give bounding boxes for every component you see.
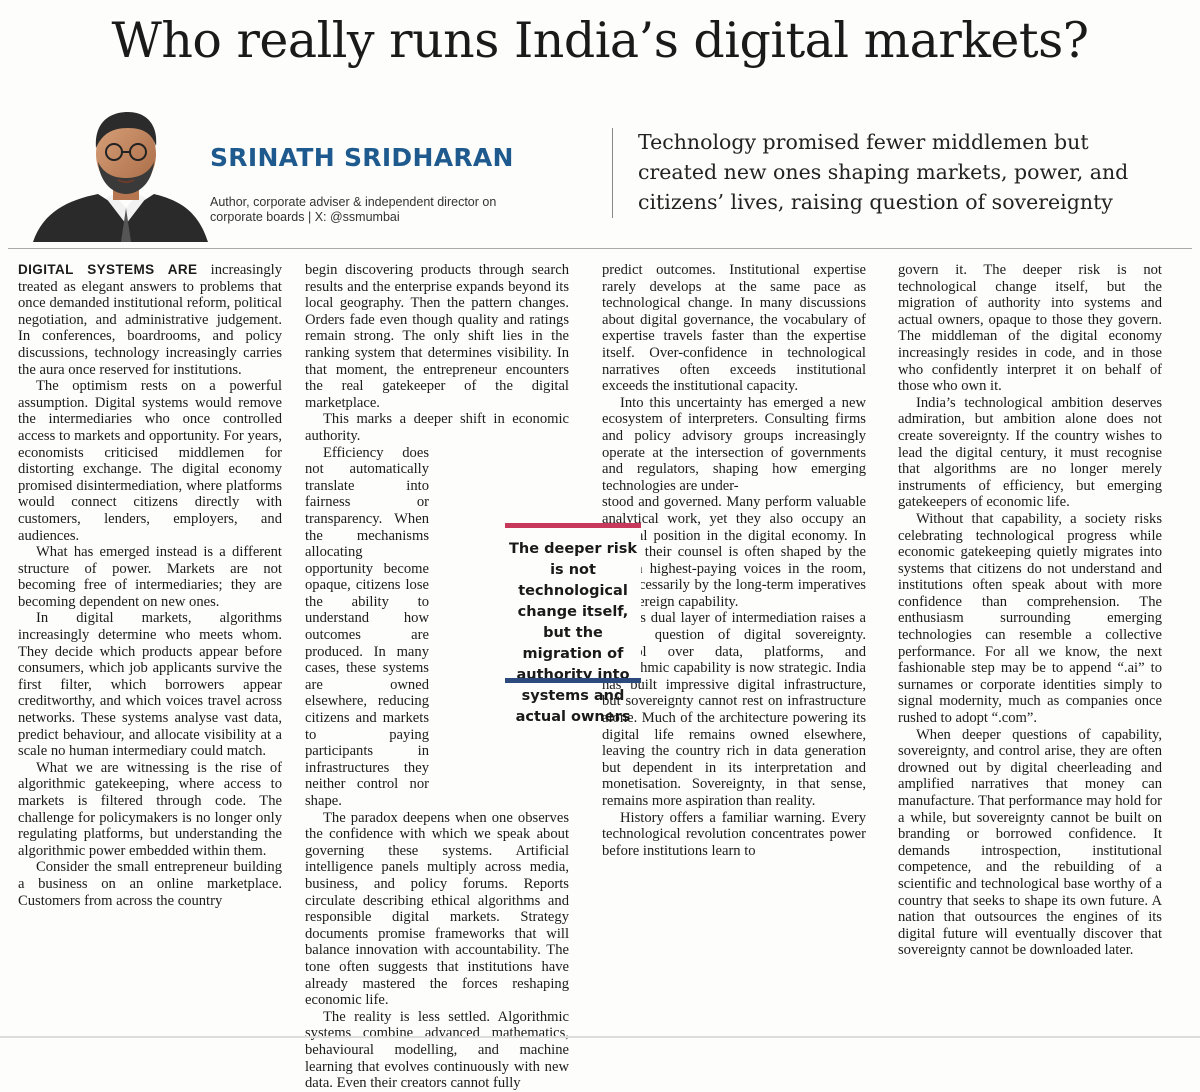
- article-column-1: DIGITAL SYSTEMS ARE increasingly treated…: [18, 262, 282, 909]
- pull-quote-top-bar: [505, 523, 641, 528]
- author-name: SRINATH SRIDHARAN: [210, 143, 514, 172]
- paragraph: Efficiency does not automatically transl…: [305, 444, 429, 809]
- paragraph-text: increasingly treated as elegant answers …: [18, 262, 282, 378]
- paragraph: The reality is less settled. Algorithmic…: [305, 1008, 569, 1092]
- newspaper-page: Who really runs India’s digital markets?: [0, 12, 1200, 1091]
- paragraph: Consider the small entrepreneur building…: [18, 859, 282, 909]
- paragraph: govern it. The deeper risk is not techno…: [898, 262, 1162, 395]
- paragraph: History offers a familiar warning. Every…: [602, 809, 866, 859]
- pull-quote-bottom-bar: [505, 678, 641, 683]
- footer-rule: [0, 1036, 1200, 1038]
- pull-quote-text: The deeper risk is not technological cha…: [509, 541, 637, 725]
- lead-in: DIGITAL SYSTEMS ARE: [18, 262, 198, 277]
- article-column-4: govern it. The deeper risk is not techno…: [898, 262, 1162, 959]
- paragraph: This dual layer of intermediation raises…: [602, 610, 866, 809]
- paragraph: DIGITAL SYSTEMS ARE increasingly treated…: [18, 262, 282, 378]
- header-divider: [612, 128, 613, 218]
- paragraph: Without that capability, a society risks…: [898, 510, 1162, 727]
- pull-quote: The deeper risk is not technological cha…: [505, 523, 641, 725]
- headline: Who really runs India’s digital markets?: [111, 12, 1089, 69]
- paragraph: This marks a deeper shift in economic au…: [305, 411, 569, 444]
- paragraph: stood and governed. Many perform valuabl…: [602, 494, 866, 610]
- header-rule: [8, 248, 1192, 249]
- paragraph: What has emerged instead is a different …: [18, 544, 282, 610]
- article-column-2: begin discovering products through searc…: [305, 262, 569, 1092]
- portrait-illustration-icon: [33, 112, 208, 242]
- paragraph: What we are witnessing is the rise of al…: [18, 759, 282, 859]
- paragraph: The optimism rests on a powerful assumpt…: [18, 378, 282, 544]
- author-bio: Author, corporate adviser & independent …: [210, 195, 497, 224]
- standfirst: Technology promised fewer middlemen but …: [638, 130, 1129, 214]
- paragraph: predict outcomes. Institutional expertis…: [602, 262, 866, 395]
- paragraph: The paradox deepens when one observes th…: [305, 809, 569, 1009]
- paragraph: India’s technological ambition deserves …: [898, 394, 1162, 511]
- paragraph: begin discovering products through searc…: [305, 262, 569, 411]
- paragraph: In digital markets, algorithms increasin…: [18, 610, 282, 760]
- article-column-3: predict outcomes. Institutional expertis…: [602, 262, 866, 859]
- paragraph: Into this uncertainty has emerged a new …: [602, 394, 866, 494]
- paragraph: When deeper questions of capability, sov…: [898, 726, 1162, 959]
- author-portrait: [28, 102, 218, 242]
